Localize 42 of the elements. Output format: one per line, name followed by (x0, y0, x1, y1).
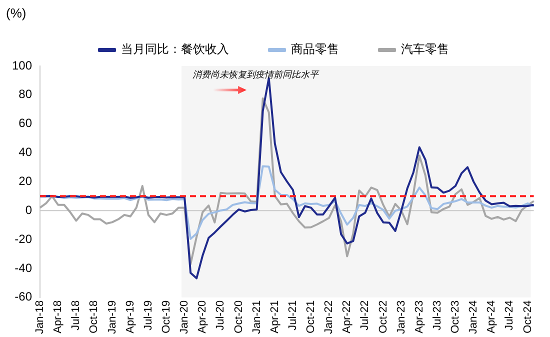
x-tick-label: Oct-23 (450, 300, 462, 334)
y-tick-label: 0 (25, 202, 32, 217)
y-tick-label: 60 (18, 116, 32, 130)
x-tick-label: Jul-19 (142, 300, 154, 330)
x-tick-label: Apr-18 (52, 300, 64, 334)
x-tick-label: Jan-24 (468, 300, 480, 334)
x-tick-label: Jul-22 (359, 300, 372, 330)
y-tick-label: 100 (12, 58, 32, 72)
x-tick-label: Apr-20 (196, 300, 209, 334)
x-tick-label: Oct-19 (160, 300, 173, 334)
x-tick-label: Jan-21 (250, 300, 263, 334)
x-tick-label: Apr-21 (268, 300, 281, 334)
x-tick-label: Jul-23 (431, 300, 444, 330)
y-tick-label: 40 (18, 145, 32, 160)
legend-label: 当月同比：餐饮收入 (121, 42, 229, 56)
x-tick-label: Oct-20 (232, 300, 245, 334)
x-tick-label: Apr-24 (486, 300, 498, 334)
x-tick-label: Jan-20 (178, 300, 191, 334)
x-tick-label: Jul-21 (286, 300, 299, 330)
annotation: 消费尚未恢复到疫情前同比水平 (192, 69, 320, 80)
x-tick-label: Jul-20 (214, 300, 227, 330)
y-axis-title: (%) (6, 6, 26, 21)
x-tick-label: Oct-18 (88, 300, 100, 334)
x-tick-label: Oct-22 (377, 300, 390, 334)
x-tick-label: Jul-18 (70, 300, 82, 330)
x-tick-label: Apr-23 (413, 300, 426, 334)
x-tick-label: Oct-21 (305, 300, 318, 334)
x-tick-label: Jan-18 (34, 300, 46, 334)
legend-label: 汽车零售 (401, 42, 449, 56)
legend-label: 商品零售 (291, 42, 339, 56)
y-tick-label: -20 (14, 232, 32, 246)
x-tick-label: Jul-24 (504, 300, 516, 330)
x-tick-label: Jan-22 (323, 300, 336, 334)
x-tick-label: Jan-23 (395, 300, 408, 334)
y-tick-label: 80 (18, 87, 32, 102)
x-tick-label: Oct-24 (522, 300, 534, 334)
x-tick-label: Jan-19 (106, 300, 118, 334)
x-tick-label: Apr-22 (341, 300, 354, 334)
y-tick-label: 20 (18, 174, 32, 188)
x-tick-label: Apr-19 (124, 300, 136, 334)
y-tick-label: -60 (14, 290, 32, 304)
y-tick-label: -40 (14, 260, 32, 275)
